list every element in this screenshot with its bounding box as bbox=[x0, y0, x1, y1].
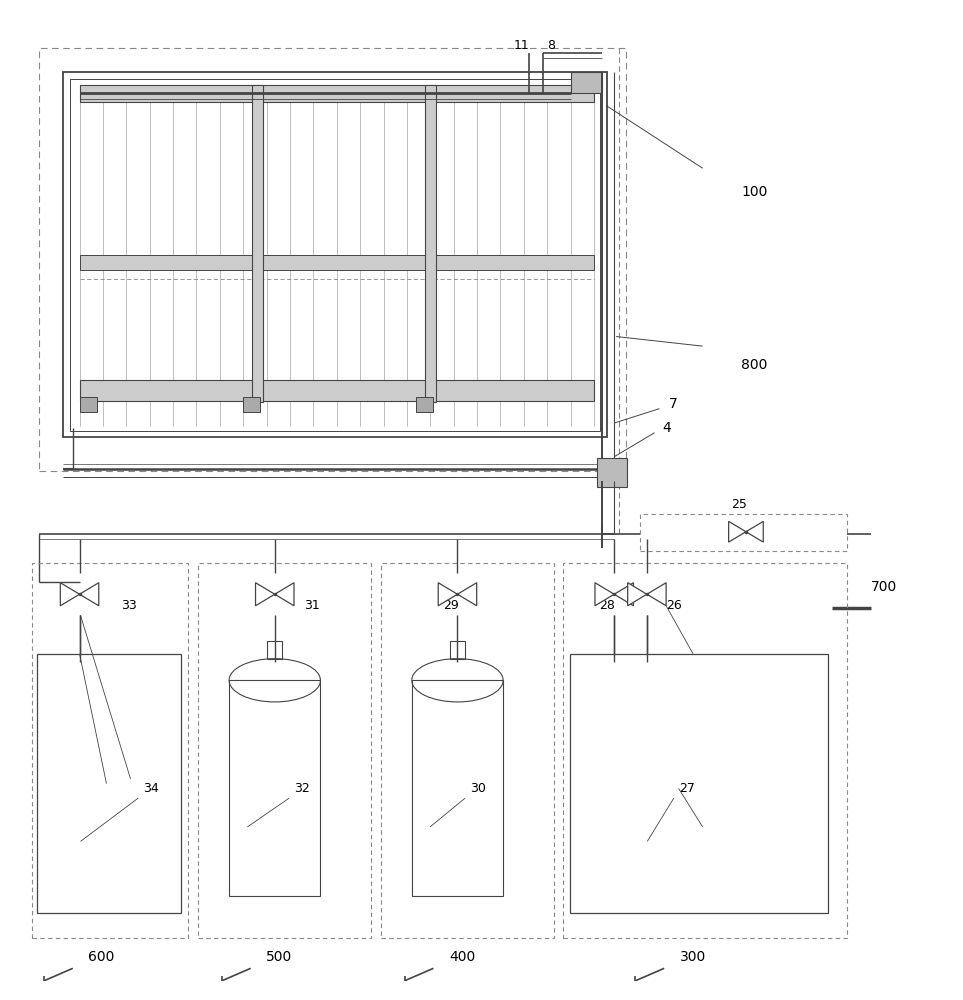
Text: 7: 7 bbox=[669, 397, 678, 411]
Bar bbox=[243, 397, 260, 412]
Bar bbox=[412, 680, 503, 896]
Polygon shape bbox=[255, 583, 274, 606]
Text: 34: 34 bbox=[143, 782, 159, 795]
Text: 600: 600 bbox=[89, 950, 115, 964]
Bar bbox=[563, 563, 846, 938]
Bar bbox=[380, 563, 554, 938]
Bar bbox=[33, 563, 188, 938]
Text: 30: 30 bbox=[470, 782, 486, 795]
Bar bbox=[80, 380, 594, 401]
Text: 27: 27 bbox=[679, 782, 694, 795]
Polygon shape bbox=[457, 583, 477, 606]
Polygon shape bbox=[647, 583, 666, 606]
Bar bbox=[39, 48, 626, 471]
Bar bbox=[267, 641, 282, 659]
Text: 25: 25 bbox=[732, 498, 747, 511]
Text: 31: 31 bbox=[303, 599, 320, 612]
Polygon shape bbox=[595, 583, 614, 606]
Polygon shape bbox=[80, 583, 99, 606]
Polygon shape bbox=[61, 583, 80, 606]
Bar bbox=[229, 680, 321, 896]
Polygon shape bbox=[438, 583, 457, 606]
Text: 700: 700 bbox=[871, 580, 898, 594]
Bar bbox=[416, 397, 433, 412]
Bar bbox=[64, 72, 607, 437]
Text: 400: 400 bbox=[449, 950, 476, 964]
Bar bbox=[197, 563, 371, 938]
Text: 8: 8 bbox=[547, 39, 555, 52]
Bar bbox=[80, 85, 594, 102]
Polygon shape bbox=[729, 521, 746, 542]
Text: 4: 4 bbox=[663, 421, 671, 435]
Text: 11: 11 bbox=[513, 39, 529, 52]
Bar bbox=[80, 255, 594, 270]
Text: 500: 500 bbox=[267, 950, 293, 964]
Polygon shape bbox=[274, 583, 294, 606]
Text: 33: 33 bbox=[121, 599, 137, 612]
Polygon shape bbox=[614, 583, 634, 606]
Bar bbox=[571, 72, 602, 93]
Bar bbox=[38, 654, 181, 913]
Text: 800: 800 bbox=[742, 358, 768, 372]
Bar bbox=[450, 641, 465, 659]
Text: 28: 28 bbox=[599, 599, 614, 612]
Text: 300: 300 bbox=[680, 950, 706, 964]
Bar bbox=[570, 654, 827, 913]
Text: 26: 26 bbox=[666, 599, 682, 612]
Bar bbox=[80, 397, 97, 412]
Bar bbox=[425, 85, 436, 402]
Polygon shape bbox=[628, 583, 647, 606]
Bar bbox=[640, 514, 846, 551]
Bar bbox=[70, 79, 600, 431]
Polygon shape bbox=[746, 521, 764, 542]
Bar bbox=[251, 85, 263, 402]
Bar bbox=[597, 458, 627, 487]
Text: 100: 100 bbox=[742, 185, 768, 199]
Text: 29: 29 bbox=[443, 599, 458, 612]
Text: 32: 32 bbox=[294, 782, 310, 795]
